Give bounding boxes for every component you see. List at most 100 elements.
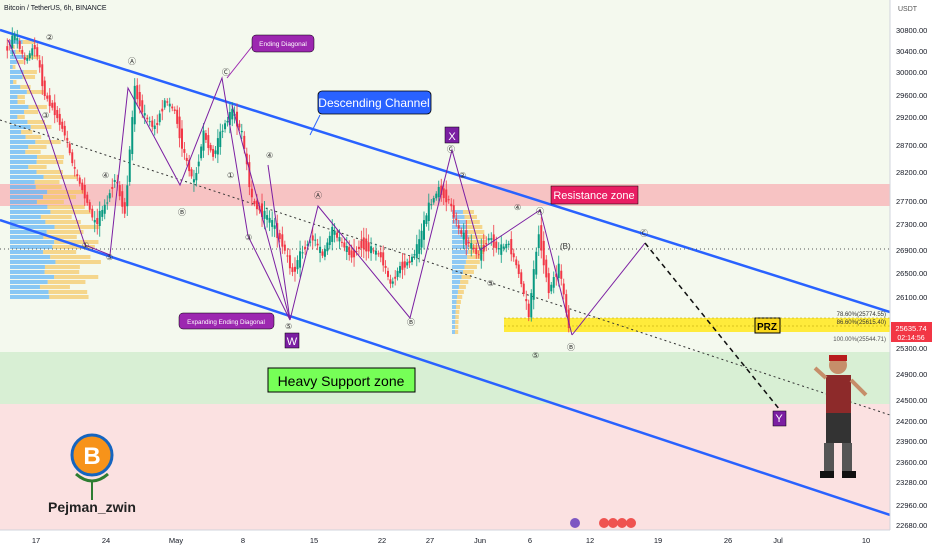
volume-bar [10,55,25,59]
volume-bar [10,240,55,244]
candle-body [299,251,302,268]
candle-body [515,259,518,266]
candle-body [530,293,533,318]
price-tick-label: 27700.00 [896,197,927,206]
wave-mark: Ⓑ [178,208,186,217]
volume-bar [10,235,44,239]
support-zone-label: Heavy Support zone [278,373,405,389]
candle-body [423,220,425,240]
candle-body [379,252,382,258]
wave-mark: Ⓒ [447,145,455,154]
candle-body [367,242,370,252]
candle-body [33,45,36,50]
svg-text:B: B [83,443,100,470]
volume-bar [10,90,27,94]
volume-bar [47,205,85,209]
wave-mark: Ⓐ [536,207,544,216]
wave-w-label: W [287,336,298,348]
candle-body [266,215,269,220]
volume-bar [52,245,95,249]
price-axis[interactable]: 30800.00 30400.00 30000.00 29600.00 29200.00… [896,26,927,530]
candle-body [273,225,276,229]
candle-body [243,135,246,149]
candle-body [93,219,96,223]
flag-icon[interactable] [608,518,618,528]
candle-body [389,279,392,284]
time-tick-label: May [169,536,183,545]
volume-bar [35,140,61,144]
candle-body [525,299,528,302]
flag-icon[interactable] [617,518,627,528]
volume-bar [458,285,466,289]
time-tick-label: 19 [654,536,662,545]
event-icon[interactable] [570,518,580,528]
volume-bar [43,195,77,199]
volume-bar [452,290,458,294]
volume-bar [452,310,456,314]
candle-body [58,113,61,125]
candle-body [565,294,568,313]
volume-bar [48,290,88,294]
volume-bar [10,290,49,294]
candle-body [505,244,508,249]
volume-bar [455,305,460,309]
volume-bar [46,230,84,234]
wave-mark: ③ [42,111,49,120]
flag-icon[interactable] [626,518,636,528]
volume-bar [452,265,465,269]
volume-bar [36,155,64,159]
candle-body [171,106,174,109]
candle-body [66,137,69,141]
candle-body [226,120,229,123]
candle-body [362,237,365,250]
volume-bar [16,60,24,64]
candle-body [138,92,141,107]
volume-bar [36,170,63,174]
wave-mark: ③ [487,279,494,288]
symbol-title: Bitcoin / TetherUS, 6h, BINANCE [4,5,107,12]
candle-body [291,267,294,272]
volume-bar [54,275,99,279]
candle-body [293,266,296,272]
candle-body [445,189,448,203]
candle-body [71,152,74,164]
ending-diagonal-label: Ending Diagonal [259,41,307,48]
candle-body [18,41,21,49]
wave-path-projection [571,242,646,336]
candle-body [103,204,106,214]
volume-bar [452,330,456,334]
price-tick-label: 29600.00 [896,91,927,100]
candle-body [216,138,219,155]
wave-mark: Ⓐ [128,57,136,66]
volume-bar [10,230,47,234]
volume-bar [452,260,466,264]
candle-body [263,210,266,219]
volume-bar [10,275,55,279]
currency-label: USDT [898,6,918,13]
candle-body [465,230,468,246]
flag-icon[interactable] [599,518,609,528]
time-tick-label: 24 [102,536,110,545]
candle-body [248,162,251,188]
volume-bar [10,280,48,284]
volume-bar [462,270,474,274]
candle-body [309,241,312,243]
fib-label-100: 100.00%(25544.71) [833,337,886,343]
candle-body [98,210,101,226]
candle-body [326,242,329,252]
volume-bar [468,230,485,234]
volume-bar [36,200,64,204]
volume-bar [10,155,37,159]
volume-bar [10,135,26,139]
candle-body [209,145,212,151]
candle-body [542,240,545,266]
candle-body [480,247,483,261]
volume-bar [10,225,55,229]
diagonal-boundary-1 [231,104,291,321]
time-tick-label: Jul [773,536,783,545]
time-axis[interactable]: 17 24 May 8 15 22 27 Jun 6 12 19 26 Jul 10 [32,536,870,545]
wave-mark: ④ [102,171,109,180]
candle-body [202,130,205,151]
candle-body [21,49,24,54]
